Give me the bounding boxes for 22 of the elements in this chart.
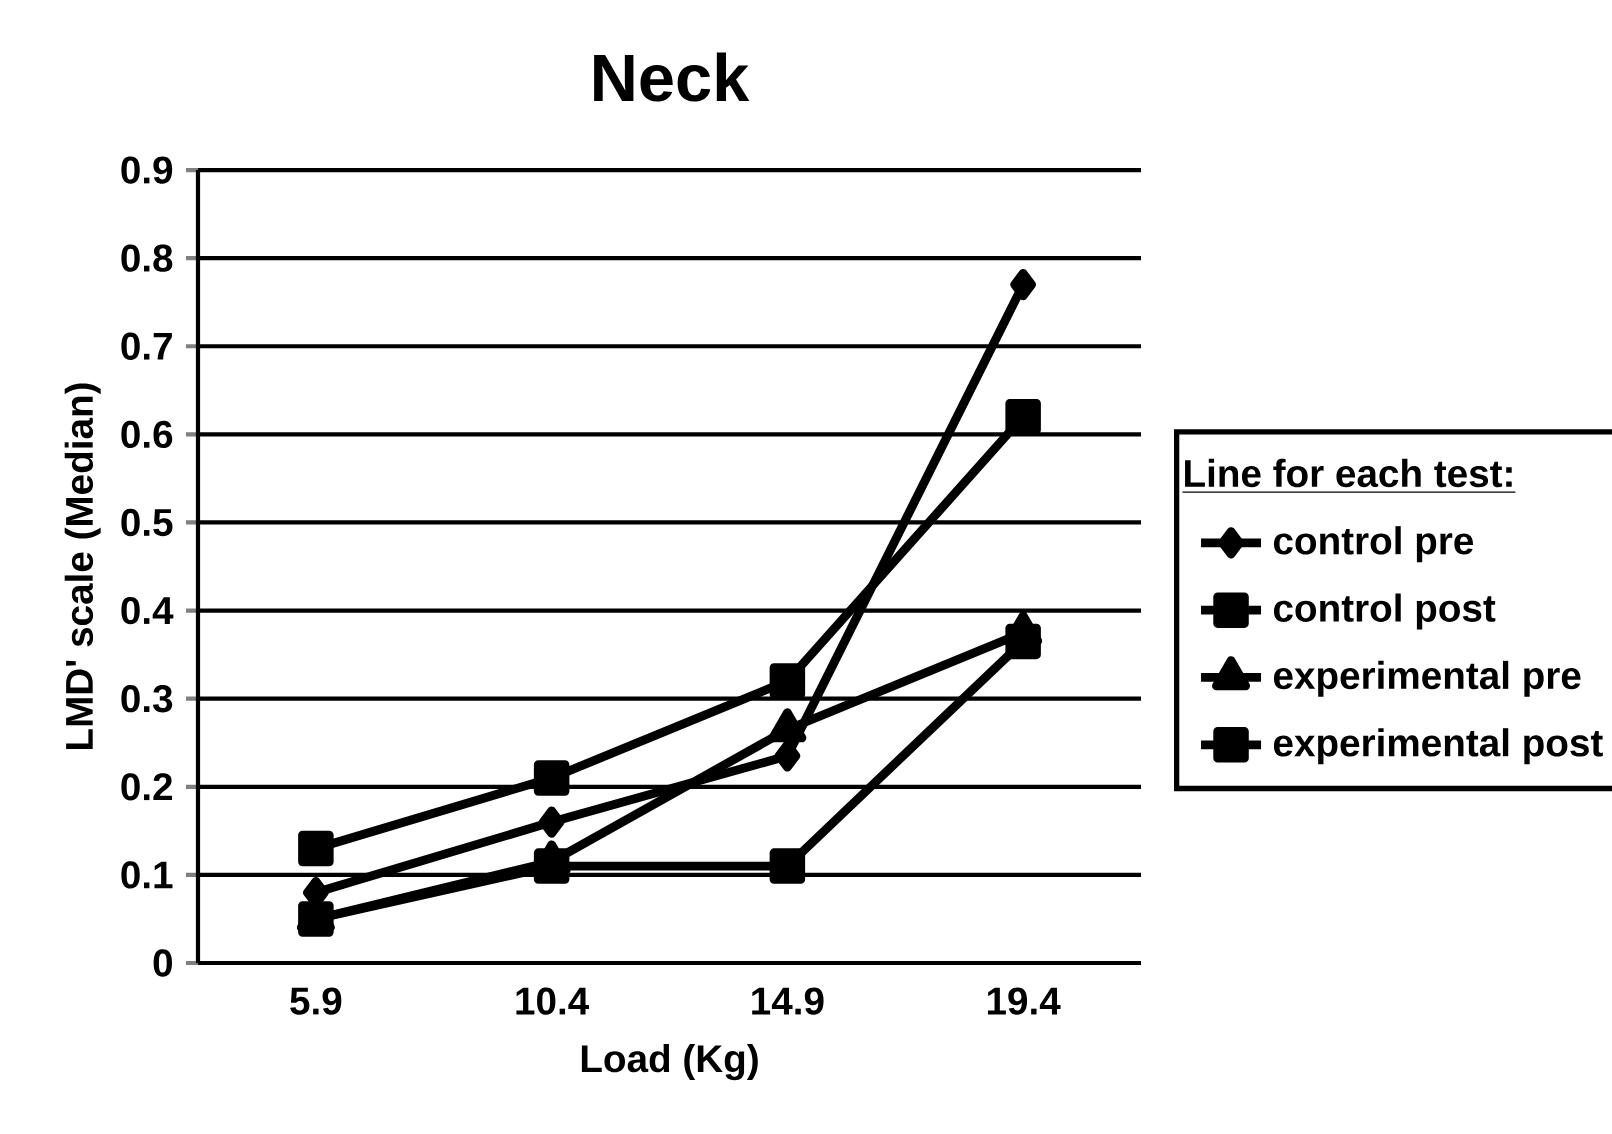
y-tick-label: 0.1 [121,861,173,889]
legend-label: control pre [1273,526,1474,563]
y-tick-label: 0.6 [121,420,173,449]
y-tick-label: 0.4 [121,596,174,625]
x-axis-title: Load (Kg) [581,1043,758,1081]
legend-label: experimental pre [1273,660,1581,697]
y-tick-label: 0 [153,949,172,977]
legend-title: Line for each test: [1185,458,1512,488]
legend-label: experimental post [1273,728,1603,765]
y-tick-label: 0.2 [121,773,173,801]
x-tick-label: 19.4 [987,987,1061,1015]
y-tick-label: 0.3 [121,685,173,713]
y-tick-label: 0.8 [121,244,173,272]
x-tick-label: 14.9 [752,987,824,1015]
y-tick-label: 0.5 [121,508,173,537]
x-tick-label: 5.9 [290,987,342,1015]
y-axis-title: LMD' scale (Median) [64,383,101,749]
x-tick-label: 10.4 [516,987,590,1015]
legend-label: control post [1273,593,1496,630]
y-tick-label: 0.9 [121,156,173,184]
y-tick-label: 0.7 [121,332,172,360]
chart-title: Neck [594,52,750,102]
